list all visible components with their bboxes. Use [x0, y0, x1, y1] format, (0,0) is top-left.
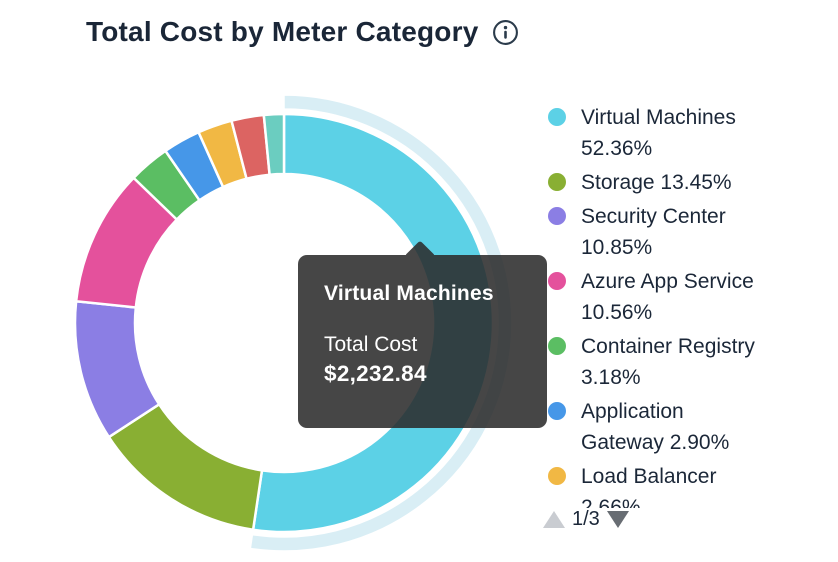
active-segment-highlight-ring	[249, 94, 513, 552]
legend-next-button[interactable]	[606, 511, 629, 528]
legend-item-load-balancer[interactable]: Load Balancer 2.66%	[548, 461, 820, 508]
legend-label: Storage 13.45%	[581, 171, 732, 194]
highlight-arc	[249, 94, 513, 552]
legend-item-container-registry[interactable]: Container Registry 3.18%	[548, 331, 820, 393]
legend-label: Load Balancer 2.66%	[581, 465, 717, 508]
tooltip-metric-label: Total Cost	[324, 333, 418, 356]
legend-item-storage[interactable]: Storage 13.45%	[548, 167, 820, 198]
legend-swatch	[548, 402, 566, 420]
chart-legend: Virtual Machines 52.36% Storage 13.45% Secu…	[548, 102, 820, 508]
legend-item-azure-app-service[interactable]: Azure App Service 10.56%	[548, 266, 820, 328]
legend-label: Container Registry 3.18%	[581, 335, 755, 389]
legend-label: Virtual Machines 52.36%	[581, 106, 736, 160]
tooltip-value: $2,232.84	[324, 361, 427, 386]
legend-swatch	[548, 467, 566, 485]
donut-segment-unlabeled[interactable]	[262, 112, 286, 176]
legend-item-application-gateway[interactable]: Application Gateway 2.90%	[548, 396, 820, 458]
info-icon[interactable]	[492, 19, 519, 46]
tooltip-title: Virtual Machines	[324, 282, 494, 305]
legend-swatch	[548, 108, 566, 126]
legend-swatch	[548, 207, 566, 225]
legend-swatch	[548, 337, 566, 355]
chart-title: Total Cost by Meter Category	[86, 16, 479, 47]
legend-prev-button[interactable]	[543, 511, 565, 528]
chart-tooltip: Virtual Machines Total Cost $2,232.84	[298, 241, 547, 428]
legend-pagination: 1/3	[543, 508, 629, 531]
legend-label: Application Gateway 2.90%	[581, 400, 730, 454]
chart-header: Total Cost by Meter Category	[86, 16, 519, 48]
legend-page-indicator: 1/3	[572, 508, 600, 530]
legend-swatch	[548, 173, 566, 191]
legend-label: Security Center 10.85%	[581, 205, 726, 259]
legend-item-virtual-machines[interactable]: Virtual Machines 52.36%	[548, 102, 820, 164]
legend-item-security-center[interactable]: Security Center 10.85%	[548, 201, 820, 263]
legend-swatch	[548, 272, 566, 290]
legend-label: Azure App Service 10.56%	[581, 270, 754, 324]
tooltip-arrow	[405, 241, 435, 255]
